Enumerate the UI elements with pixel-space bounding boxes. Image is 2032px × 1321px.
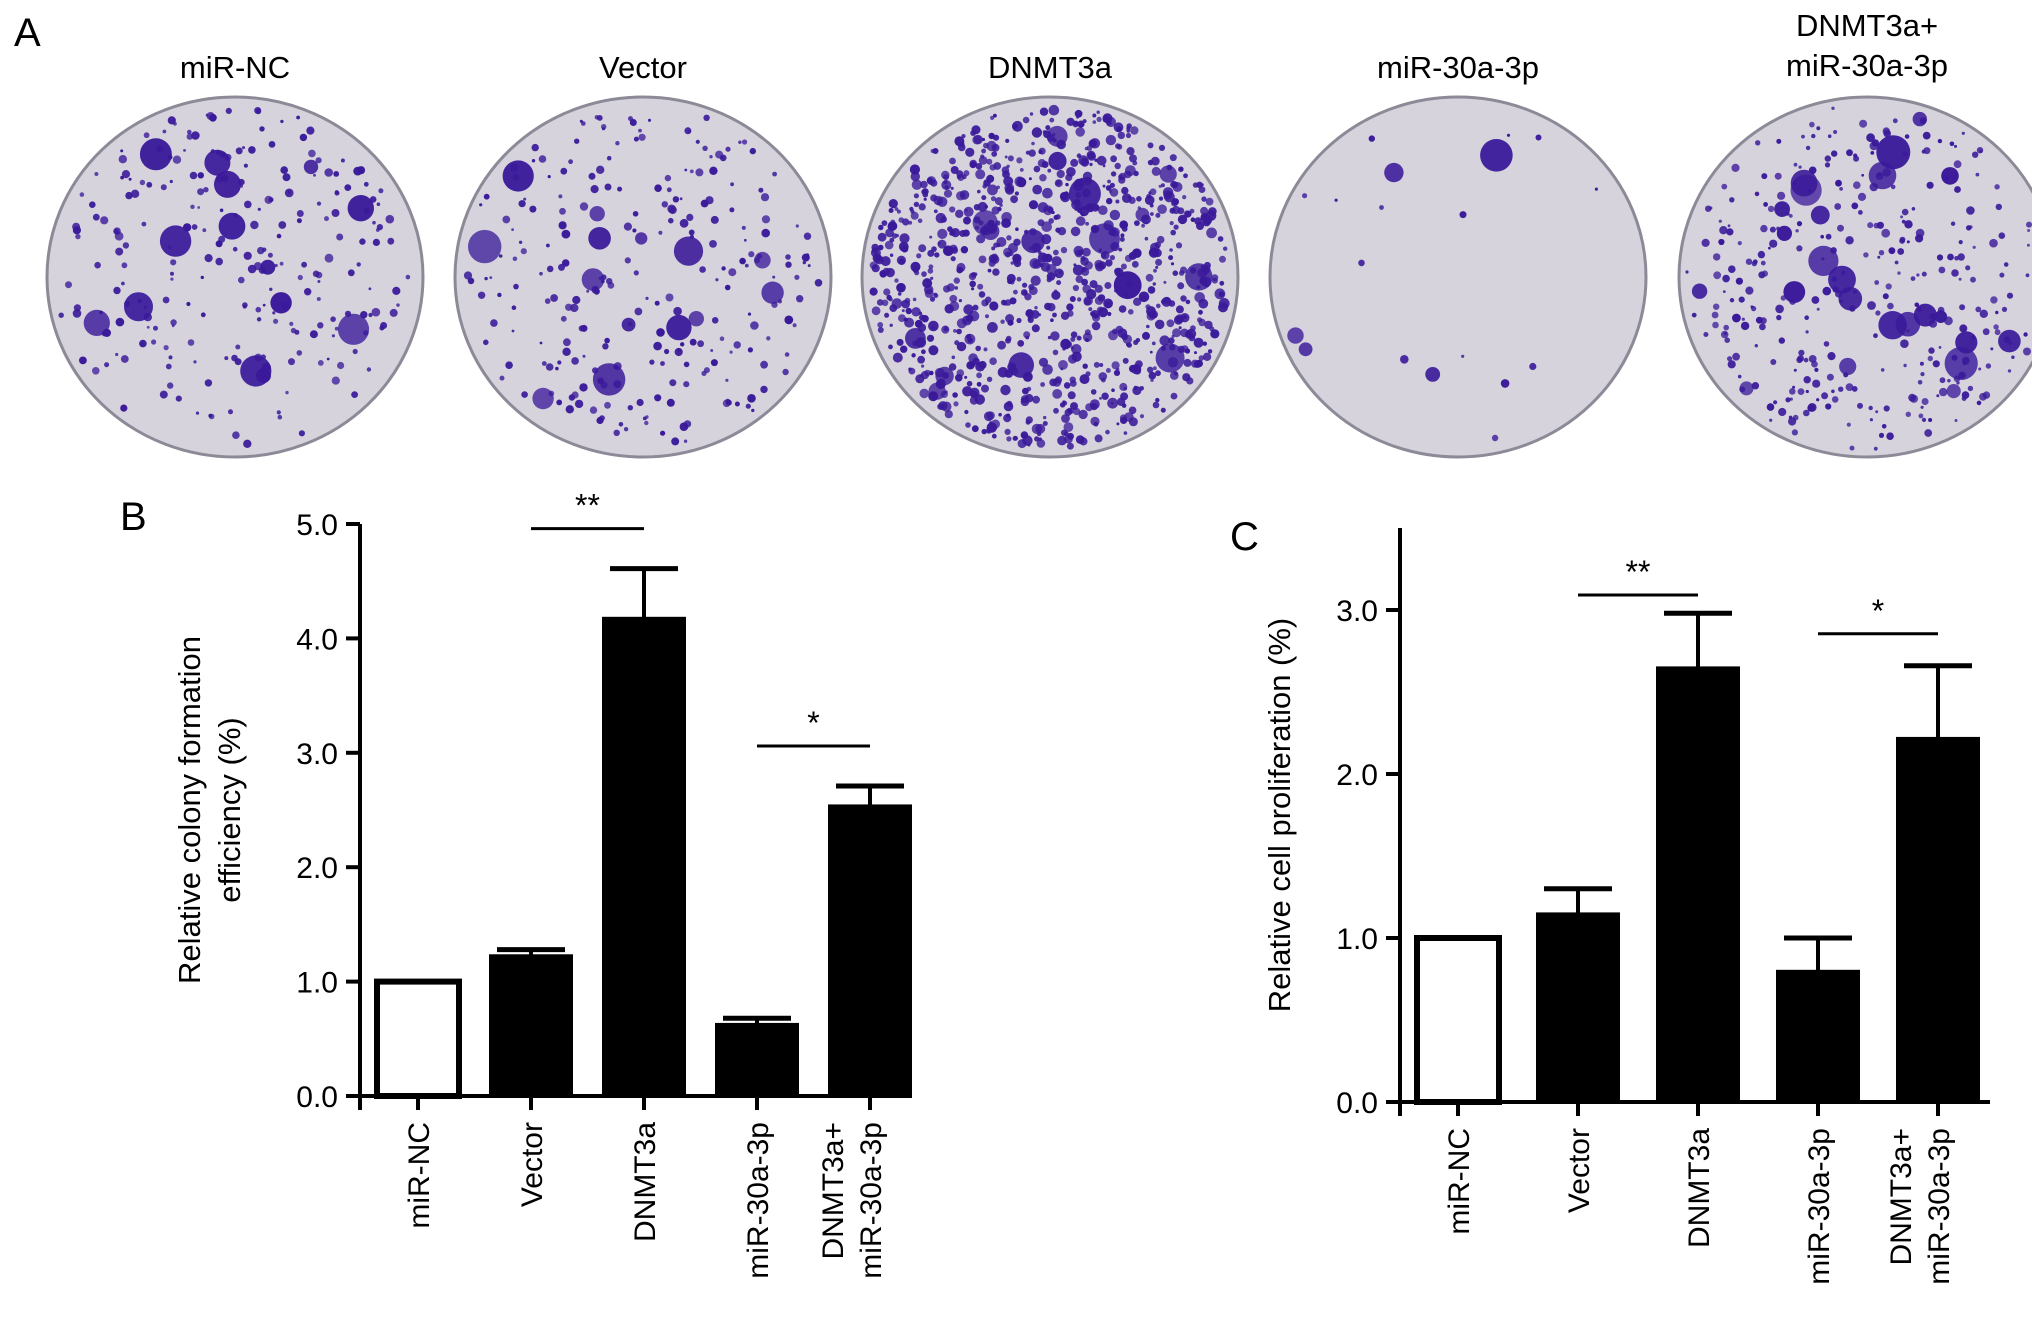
x-tick-label: miR-30a-3p <box>855 1122 888 1279</box>
y-axis-label: Relative colony formation <box>172 636 207 984</box>
colony-dots <box>58 107 411 448</box>
x-tick-label: DNMT3a <box>629 1122 662 1242</box>
dish-label: miR-30a-3p <box>1786 48 1948 83</box>
culture-dish: miR-NC <box>45 50 425 459</box>
cell-proliferation-bar-chart: 0.0 1.0 2.0 3.0 Relative cell proliferation … <box>1262 528 1990 1285</box>
significance-label: ** <box>575 488 600 524</box>
bar <box>1414 935 1502 1105</box>
dish-label: DNMT3a <box>988 50 1113 85</box>
bar <box>374 978 462 1099</box>
dish-plate <box>45 95 425 459</box>
culture-dish: miR-30a-3p <box>1268 50 1648 459</box>
bar <box>1896 736 1980 1103</box>
x-tick-label: miR-NC <box>403 1122 436 1229</box>
y-tick-label: 3.0 <box>296 738 338 771</box>
panel-a-colony-plates: A miR-NC Vector DNMT3a miR-30a-3pDNMT3a+miR… <box>14 8 2032 459</box>
culture-dish: Vector <box>453 50 833 459</box>
y-tick-label: 3.0 <box>1336 595 1378 628</box>
dish-label: Vector <box>599 50 687 85</box>
y-tick-label: 4.0 <box>296 623 338 656</box>
significance-label: ** <box>1626 554 1651 590</box>
y-tick-label: 0.0 <box>296 1081 338 1114</box>
panel-b-colony-formation-chart: B 0.0 1.0 2.0 3.0 4.0 5.0 Relative colony form… <box>120 488 912 1279</box>
bar <box>1536 912 1620 1104</box>
bar <box>828 804 912 1097</box>
x-tick-label: Vector <box>516 1122 549 1207</box>
y-tick-label: 1.0 <box>1336 923 1378 956</box>
panel-a-label: A <box>14 11 41 55</box>
x-tick-label: Vector <box>1563 1128 1596 1213</box>
dish-row: miR-NC Vector DNMT3a miR-30a-3p DNMT3a+ miR-3… <box>45 8 2032 459</box>
bar <box>1776 969 1860 1103</box>
colony-dots <box>1287 133 1598 442</box>
bar <box>1656 666 1740 1104</box>
x-tick-label: DNMT3a <box>1683 1128 1716 1248</box>
bar <box>715 1022 799 1097</box>
y-tick-label: 1.0 <box>296 967 338 1000</box>
dish-label: miR-NC <box>180 50 290 85</box>
y-tick-label: 5.0 <box>296 509 338 542</box>
culture-dish: DNMT3a <box>860 50 1240 459</box>
y-axis-label: efficiency (%) <box>212 717 247 903</box>
bar <box>489 954 573 1098</box>
bar <box>602 616 686 1097</box>
significance-label: * <box>1872 593 1884 629</box>
y-axis-label: Relative cell proliferation (%) <box>1262 618 1297 1013</box>
x-tick-label: DNMT3a+ <box>817 1122 850 1260</box>
colony-dots <box>1685 106 2032 451</box>
y-tick-label: 2.0 <box>1336 759 1378 792</box>
x-tick-label: miR-NC <box>1443 1128 1476 1235</box>
x-tick-label: miR-30a-3p <box>1803 1128 1836 1285</box>
panel-c-label: C <box>1230 515 1259 559</box>
panel-b-label: B <box>120 495 147 539</box>
panel-c-cell-proliferation-chart: C 0.0 1.0 2.0 3.0 Relative cell proliferatio… <box>1230 515 1990 1285</box>
dish-label: DNMT3a+ <box>1796 8 1938 43</box>
colony-dots <box>463 114 823 446</box>
colony-formation-bar-chart: 0.0 1.0 2.0 3.0 4.0 5.0 Relative colony format… <box>172 488 912 1279</box>
dish-plate <box>1268 95 1648 459</box>
x-tick-label: DNMT3a+ <box>1885 1128 1918 1266</box>
x-tick-label: miR-30a-3p <box>1923 1128 1956 1285</box>
y-tick-label: 0.0 <box>1336 1087 1378 1120</box>
y-tick-label: 2.0 <box>296 852 338 885</box>
x-tick-label: miR-30a-3p <box>742 1122 775 1279</box>
culture-dish: DNMT3a+ miR-30a-3p <box>1677 8 2032 459</box>
dish-label: miR-30a-3p <box>1377 50 1539 85</box>
colony-dots <box>869 104 1230 450</box>
significance-label: * <box>807 705 819 741</box>
